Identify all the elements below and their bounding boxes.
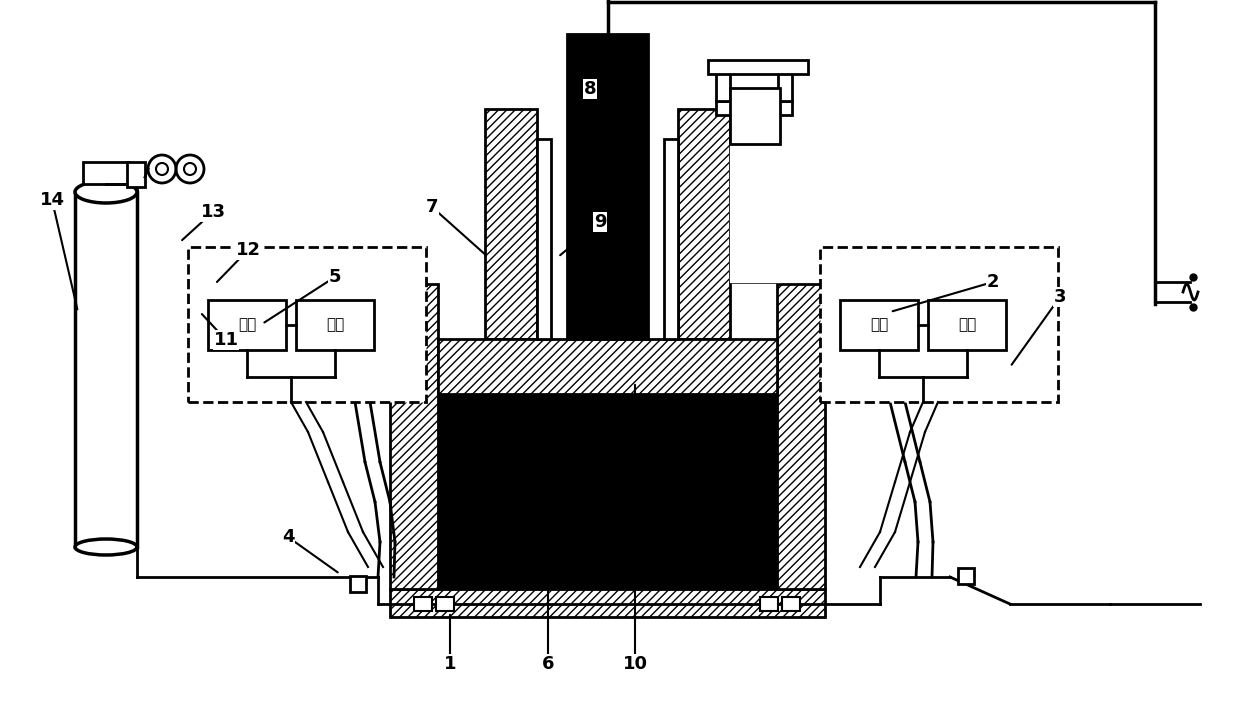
Text: 7: 7 [425,198,438,216]
Bar [708,60,808,74]
Text: 12: 12 [236,241,260,259]
Bar [777,284,825,589]
Bar [296,300,374,350]
Bar [188,247,427,402]
Text: 主机: 主机 [326,318,345,333]
Bar [391,589,825,617]
Bar [777,107,833,282]
Bar [208,300,286,350]
Bar [663,139,678,339]
Bar [760,597,777,611]
Bar [928,300,1006,350]
Bar [485,109,537,339]
Text: 6: 6 [542,655,554,673]
Bar [83,162,129,184]
Bar [782,597,800,611]
Text: 2: 2 [987,273,999,291]
Text: 8: 8 [584,80,596,98]
Text: 电源: 电源 [957,318,976,333]
Ellipse shape [74,181,136,203]
Bar [678,109,730,339]
Text: 9: 9 [594,213,606,231]
Bar [730,107,777,282]
Text: 电源: 电源 [238,318,257,333]
Bar [730,88,780,144]
Bar [74,192,136,547]
Bar [537,139,551,339]
Text: 5: 5 [329,268,341,286]
Bar [959,568,973,584]
Text: 1: 1 [444,655,456,673]
Ellipse shape [74,539,136,555]
Text: 14: 14 [40,191,64,209]
Bar [567,34,649,339]
Bar [820,247,1058,402]
Bar [730,107,780,282]
Bar [715,101,792,115]
Bar [350,576,366,592]
Text: 3: 3 [1054,288,1066,306]
Text: 11: 11 [213,331,238,349]
Text: 主机: 主机 [870,318,888,333]
Bar [438,339,777,394]
Bar [391,284,438,589]
Bar [839,300,918,350]
Bar [436,597,454,611]
Bar [777,66,792,101]
Bar [414,597,432,611]
Text: 4: 4 [281,528,294,546]
Text: 13: 13 [201,203,226,221]
Bar [715,66,730,101]
Text: 10: 10 [622,655,647,673]
Bar [438,394,777,589]
Bar [126,162,145,187]
